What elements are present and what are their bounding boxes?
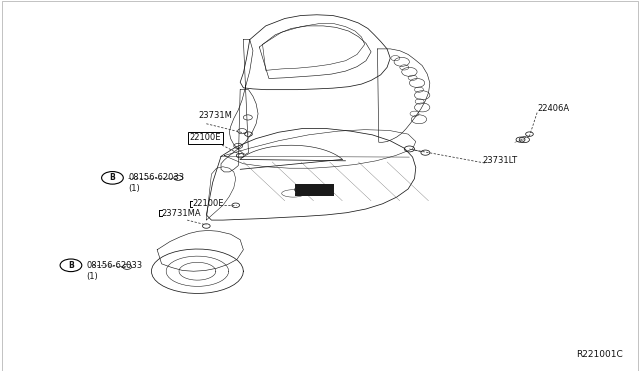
Text: 23731MA: 23731MA xyxy=(162,209,201,218)
Text: (1): (1) xyxy=(86,272,98,281)
Text: 22100E: 22100E xyxy=(189,133,221,142)
Text: R221001C: R221001C xyxy=(577,350,623,359)
Text: 08156-62033: 08156-62033 xyxy=(86,261,142,270)
Text: 22100E: 22100E xyxy=(192,199,224,208)
Text: 23731M: 23731M xyxy=(198,111,232,120)
Text: B: B xyxy=(109,173,115,182)
Text: 22406A: 22406A xyxy=(537,104,569,113)
Text: 23731LT: 23731LT xyxy=(483,155,518,164)
Text: B: B xyxy=(68,261,74,270)
Text: 08156-62033: 08156-62033 xyxy=(129,173,184,182)
Text: (1): (1) xyxy=(129,185,140,193)
